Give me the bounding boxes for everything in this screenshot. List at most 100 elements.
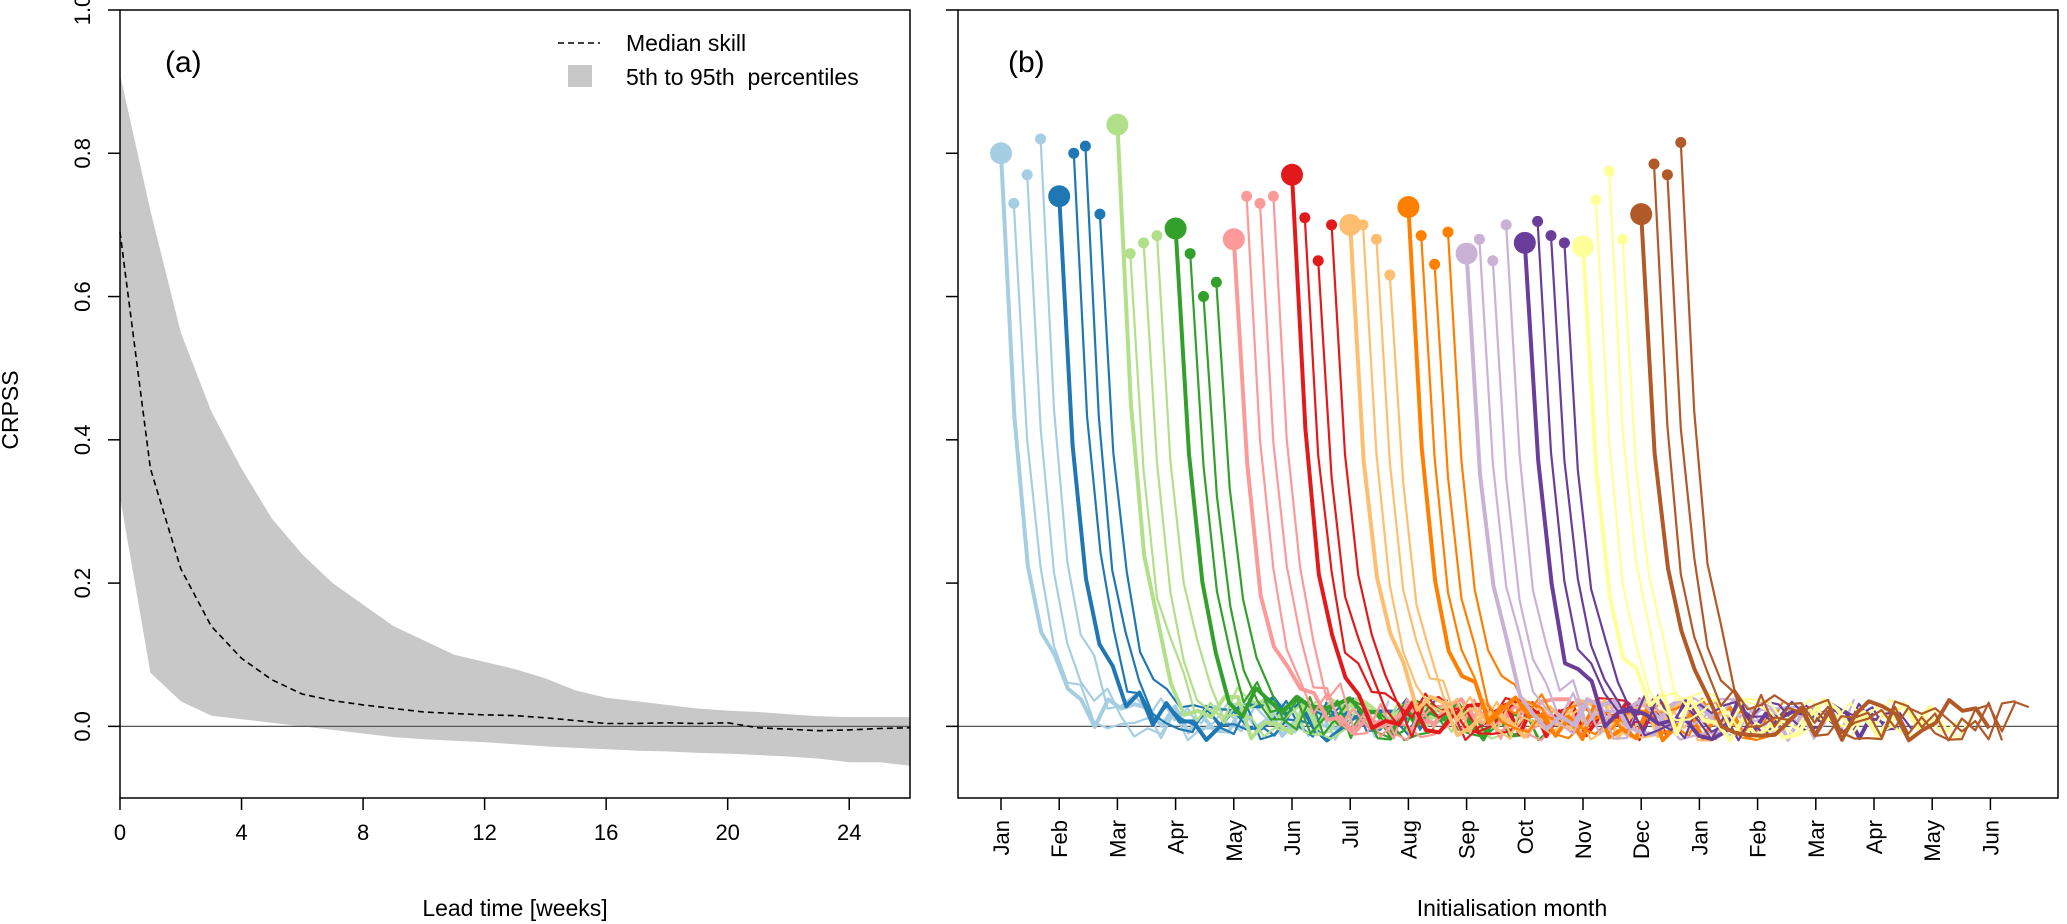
y-tick-label: 0.6	[70, 281, 95, 312]
y-tick-label: 0.0	[70, 711, 95, 742]
start-marker-oct	[1545, 230, 1557, 242]
start-marker-apr	[1198, 291, 1210, 303]
forecast-lines	[999, 124, 2030, 743]
median-skill-line	[119, 231, 911, 732]
start-marker-sep	[1473, 233, 1485, 245]
start-marker-dec	[1630, 203, 1653, 226]
forecast-line-dec	[1666, 174, 2016, 741]
start-marker-may	[1241, 190, 1253, 202]
forecast-line-oct	[1536, 221, 1886, 742]
x-tick-label: 24	[837, 820, 861, 845]
panel-b-label: (b)	[1008, 46, 1045, 79]
start-marker-jan	[1021, 169, 1033, 181]
month-tick-label: Jun	[1280, 820, 1305, 855]
start-marker-jun	[1312, 255, 1324, 267]
forecast-line-mar	[1142, 242, 1493, 740]
month-tick-label: Mar	[1804, 820, 1829, 858]
month-tick-label: Nov	[1571, 820, 1596, 859]
start-marker-nov	[1603, 165, 1615, 177]
start-marker-feb	[1068, 147, 1080, 159]
x-tick-label: 12	[472, 820, 496, 845]
start-marker-jul	[1357, 219, 1369, 231]
forecast-line-nov	[1594, 199, 1945, 737]
start-marker-aug	[1415, 230, 1427, 242]
forecast-line-apr	[1173, 228, 1524, 742]
start-marker-nov	[1617, 233, 1629, 245]
month-tick-label: Apr	[1862, 820, 1887, 854]
start-marker-jul	[1339, 213, 1362, 236]
start-marker-sep	[1500, 219, 1512, 231]
start-marker-apr	[1164, 217, 1187, 240]
start-marker-jun	[1281, 163, 1303, 186]
y-tick-label: 1.0	[70, 0, 95, 25]
y-tick-label: 0.4	[70, 425, 95, 456]
start-marker-apr	[1210, 276, 1222, 288]
start-marker-oct	[1513, 231, 1536, 254]
x-tick-label: 0	[114, 820, 126, 845]
start-marker-mar	[1138, 237, 1150, 249]
start-marker-may	[1254, 197, 1266, 209]
legend-median-label: Median skill	[626, 30, 746, 56]
start-marker-jun	[1326, 219, 1338, 231]
percentile-band-area	[120, 74, 910, 766]
y-axis-title: CRPSS	[0, 370, 23, 449]
forecast-line-oct	[1549, 235, 1900, 733]
month-tick-label: Oct	[1513, 820, 1538, 854]
forecast-line-dec	[1679, 142, 2030, 741]
forecast-line-dec	[1639, 214, 1991, 743]
forecast-line-nov	[1608, 171, 1958, 738]
y-tick-label: 0.2	[70, 568, 95, 599]
month-tick-label: Feb	[1047, 820, 1072, 858]
start-marker-mar	[1151, 230, 1163, 242]
month-tick-label: Mar	[1105, 820, 1130, 858]
start-marker-jul	[1384, 269, 1396, 281]
forecast-line-sep	[1478, 239, 1828, 741]
forecast-line-dec	[1652, 163, 2004, 742]
forecast-line-nov	[1581, 246, 1933, 743]
start-marker-oct	[1532, 215, 1544, 227]
forecast-line-jan	[1012, 203, 1363, 738]
start-marker-aug	[1429, 258, 1441, 270]
x-tick-label: 16	[594, 820, 618, 845]
start-marker-nov	[1572, 235, 1594, 258]
start-marker-dec	[1661, 169, 1673, 181]
start-marker-mar	[1124, 248, 1136, 260]
forecast-line-aug	[1420, 235, 1770, 742]
panel-b: Jan Feb Mar Apr May Jun Jul Aug Sep Oct Nov Dec Jan F…	[946, 9, 2059, 921]
start-marker-aug	[1397, 196, 1420, 218]
month-tick-label: Apr	[1164, 820, 1189, 854]
month-tick-label: May	[1222, 820, 1247, 862]
y-axis-ticks	[946, 9, 958, 728]
panel-a: 0 4 8 12 16 20 24 0.0 0.2 0.4 0.6 0.8 1.0 (a) Lead …	[0, 0, 911, 921]
start-marker-feb	[1094, 208, 1106, 220]
legend: Median skill 5th to 95th percentiles	[558, 30, 859, 90]
legend-band-swatch	[568, 65, 592, 87]
month-tick-label: Feb	[1746, 820, 1771, 858]
panel-a-label: (a)	[165, 46, 202, 79]
x-tick-label: 8	[357, 820, 369, 845]
month-tick-label: Sep	[1455, 820, 1480, 859]
forecast-line-jul	[1388, 275, 1739, 741]
month-ticks: Jan Feb Mar Apr May Jun Jul Aug Sep Oct Nov Dec Jan F…	[989, 798, 2003, 862]
start-marker-mar	[1106, 113, 1129, 136]
month-tick-label: May	[1920, 820, 1945, 862]
start-marker-feb	[1079, 140, 1091, 152]
month-tick-label: Jan	[1687, 820, 1712, 855]
percentile-band	[120, 74, 910, 766]
x-axis-title: Initialisation month	[1417, 895, 1608, 921]
month-tick-label: Aug	[1396, 820, 1421, 859]
legend-band-label: 5th to 95th percentiles	[626, 64, 859, 90]
panel-a-frame	[119, 9, 911, 799]
start-marker-oct	[1558, 237, 1570, 249]
start-marker-jan	[990, 142, 1012, 165]
forecast-line-oct	[1522, 242, 1875, 742]
start-marker-aug	[1442, 226, 1454, 238]
x-tick-label: 20	[715, 820, 739, 845]
start-marker-jan	[1035, 133, 1047, 145]
start-marker-jan	[1008, 197, 1020, 209]
start-marker-jul	[1370, 233, 1382, 245]
x-axis-ticks: 0 4 8 12 16 20 24	[114, 798, 861, 845]
start-marker-sep	[1487, 255, 1499, 267]
forecast-line-feb	[1098, 214, 1449, 741]
